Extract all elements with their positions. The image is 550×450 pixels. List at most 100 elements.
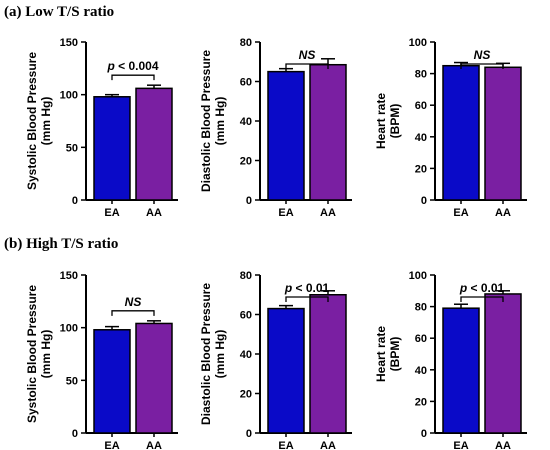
row-title-b: (b) High T/S ratio — [4, 236, 118, 252]
significance-label: NS — [299, 48, 316, 62]
significance-label: NS — [125, 295, 142, 309]
y-tick-label: 100 — [409, 270, 427, 282]
y-axis-label-line: Diastolic Blood Pressure — [199, 50, 213, 192]
bar-aa — [135, 87, 173, 201]
y-tick-label: 0 — [72, 195, 78, 207]
y-tick-label: 0 — [72, 428, 78, 440]
significance-label: p < 0.01 — [284, 281, 330, 295]
y-tick-label: 20 — [240, 156, 252, 168]
y-axis-label-line: (mm Hg) — [39, 330, 53, 379]
significance-value: < 0.01 — [292, 281, 329, 295]
bar-ea — [267, 307, 305, 434]
y-tick-label: 40 — [415, 365, 427, 377]
x-tick-label-ea: EA — [453, 207, 468, 219]
y-tick-label: 60 — [415, 333, 427, 345]
x-tick-label-ea: EA — [104, 207, 119, 219]
chart-panel-b-2: Diastolic Blood Pressure(mm Hg) 0 20 40 60 80… — [199, 270, 352, 450]
significance-label: p < 0.01 — [459, 281, 505, 295]
significance-bracket — [460, 63, 504, 69]
y-tick-label: 80 — [240, 270, 252, 282]
y-axis-label-line: (mm Hg) — [213, 97, 227, 146]
x-tick-label-aa: AA — [320, 440, 336, 450]
y-tick-label: 50 — [66, 375, 78, 387]
y-axis-label-line: Systolic Blood Pressure — [25, 52, 39, 190]
bar-aa — [309, 294, 347, 434]
y-axis-label-line: (mm Hg) — [213, 330, 227, 379]
charts-group: Systolic Blood Pressure(mm Hg)050100150E… — [25, 37, 527, 450]
y-axis-label-line: (BPM) — [388, 337, 402, 372]
y-axis-label-line: Heart rate — [374, 93, 388, 149]
y-tick-label: 80 — [240, 37, 252, 49]
y-tick-label: 150 — [60, 37, 78, 49]
y-tick-label: 20 — [415, 163, 427, 175]
chart-panel-a-3: Heart rate(BPM) 0 20 40 60 80 100 EA AA NS — [374, 37, 527, 219]
x-tick-label-aa: AA — [495, 207, 511, 219]
significance-prefix: p — [284, 281, 292, 295]
y-tick-label: 40 — [240, 116, 252, 128]
significance-prefix: NS — [299, 48, 316, 62]
y-tick-label: 150 — [60, 270, 78, 282]
x-tick-label-aa: AA — [320, 207, 336, 219]
chart-panel-b-3: Heart rate(BPM) 0 20 40 60 80 100 EA AA p < 0.01 — [374, 270, 527, 450]
bar-ea — [267, 70, 305, 201]
y-tick-label: 60 — [240, 310, 252, 322]
y-tick-label: 0 — [421, 195, 427, 207]
significance-prefix: p — [459, 281, 467, 295]
significance-bracket — [111, 74, 155, 81]
y-axis-label-line: Heart rate — [374, 326, 388, 382]
y-tick-label: 0 — [246, 428, 252, 440]
y-tick-label: 0 — [421, 428, 427, 440]
y-axis-label: Heart rate(BPM) — [374, 326, 402, 382]
significance-bracket — [460, 296, 504, 302]
significance-prefix: NS — [125, 295, 142, 309]
significance-bracket — [285, 63, 329, 69]
bar-ea — [442, 64, 480, 201]
y-axis-label: Diastolic Blood Pressure(mm Hg) — [199, 283, 227, 425]
bar-aa — [484, 293, 522, 434]
y-tick-label: 60 — [240, 77, 252, 89]
row-title-a: (a) Low T/S ratio — [4, 4, 114, 20]
y-axis-label: Systolic Blood Pressure(mm Hg) — [25, 52, 53, 190]
x-tick-label-aa: AA — [146, 440, 162, 450]
significance-label: NS — [474, 48, 491, 62]
y-axis-label: Heart rate(BPM) — [374, 93, 402, 149]
significance-value: < 0.01 — [467, 281, 504, 295]
significance-value: < 0.004 — [115, 59, 159, 73]
y-axis-label-line: (BPM) — [388, 104, 402, 139]
x-tick-label-ea: EA — [104, 440, 119, 450]
x-tick-label-aa: AA — [495, 440, 511, 450]
y-tick-label: 40 — [415, 132, 427, 144]
y-tick-label: 80 — [415, 302, 427, 314]
y-axis-label: Systolic Blood Pressure(mm Hg) — [25, 285, 53, 423]
y-axis-label-line: (mm Hg) — [39, 97, 53, 146]
bar-ea — [93, 96, 131, 201]
significance-prefix: p — [106, 59, 114, 73]
significance-bracket — [111, 310, 155, 316]
y-tick-label: 100 — [409, 37, 427, 49]
chart-panel-b-1: Systolic Blood Pressure(mm Hg) 0 50 100 150 E… — [25, 270, 178, 450]
bar-ea — [442, 307, 480, 434]
bar-aa — [309, 63, 347, 201]
y-axis-label-line: Diastolic Blood Pressure — [199, 283, 213, 425]
y-tick-label: 100 — [60, 323, 78, 335]
x-tick-label-ea: EA — [453, 440, 468, 450]
y-tick-label: 20 — [415, 396, 427, 408]
bar-ea — [93, 329, 131, 434]
y-tick-label: 60 — [415, 100, 427, 112]
y-tick-label: 0 — [246, 195, 252, 207]
significance-prefix: NS — [474, 48, 491, 62]
x-tick-label-ea: EA — [278, 207, 293, 219]
x-tick-label-aa: AA — [146, 207, 162, 219]
y-axis-label-line: Systolic Blood Pressure — [25, 285, 39, 423]
bar-aa — [135, 322, 173, 434]
chart-panel-a-1: Systolic Blood Pressure(mm Hg) 0 50 100 150 E… — [25, 37, 178, 219]
y-axis-label: Diastolic Blood Pressure(mm Hg) — [199, 50, 227, 192]
y-tick-label: 40 — [240, 349, 252, 361]
y-tick-label: 20 — [240, 389, 252, 401]
y-tick-label: 50 — [66, 142, 78, 154]
significance-label: p < 0.004 — [106, 59, 158, 73]
chart-panel-a-2: Diastolic Blood Pressure(mm Hg) 0 20 40 60 80… — [199, 37, 352, 219]
y-tick-label: 80 — [415, 69, 427, 81]
y-tick-label: 100 — [60, 90, 78, 102]
